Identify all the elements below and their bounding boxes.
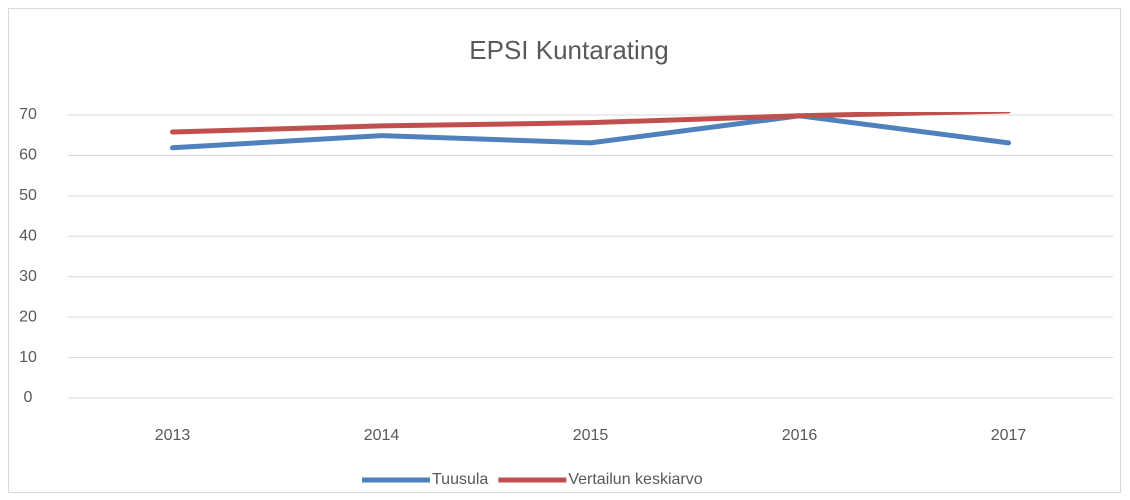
plot-lines [170, 112, 1011, 151]
chart-title: EPSI Kuntarating [469, 35, 668, 65]
chart-border [8, 8, 1121, 493]
x-tick-label: 2013 [155, 427, 191, 444]
y-tick-label: 30 [19, 268, 37, 285]
line-series [170, 113, 1011, 151]
x-tick-label: 2014 [364, 427, 400, 444]
y-tick-label: 10 [19, 349, 37, 366]
y-tick-label: 60 [19, 147, 37, 164]
legend-label: Vertailun keskiarvo [568, 471, 702, 488]
y-tick-label: 50 [19, 187, 37, 204]
x-tick-label: 2015 [573, 427, 609, 444]
y-tick-label: 20 [19, 308, 37, 325]
y-tick-label: 0 [24, 389, 33, 406]
y-tick-label: 40 [19, 228, 37, 245]
legend-label: Tuusula [432, 471, 488, 488]
x-tick-label: 2016 [782, 427, 818, 444]
y-tick-label: 70 [19, 106, 37, 123]
line-series [170, 112, 1011, 135]
x-tick-label: 2017 [991, 427, 1027, 444]
